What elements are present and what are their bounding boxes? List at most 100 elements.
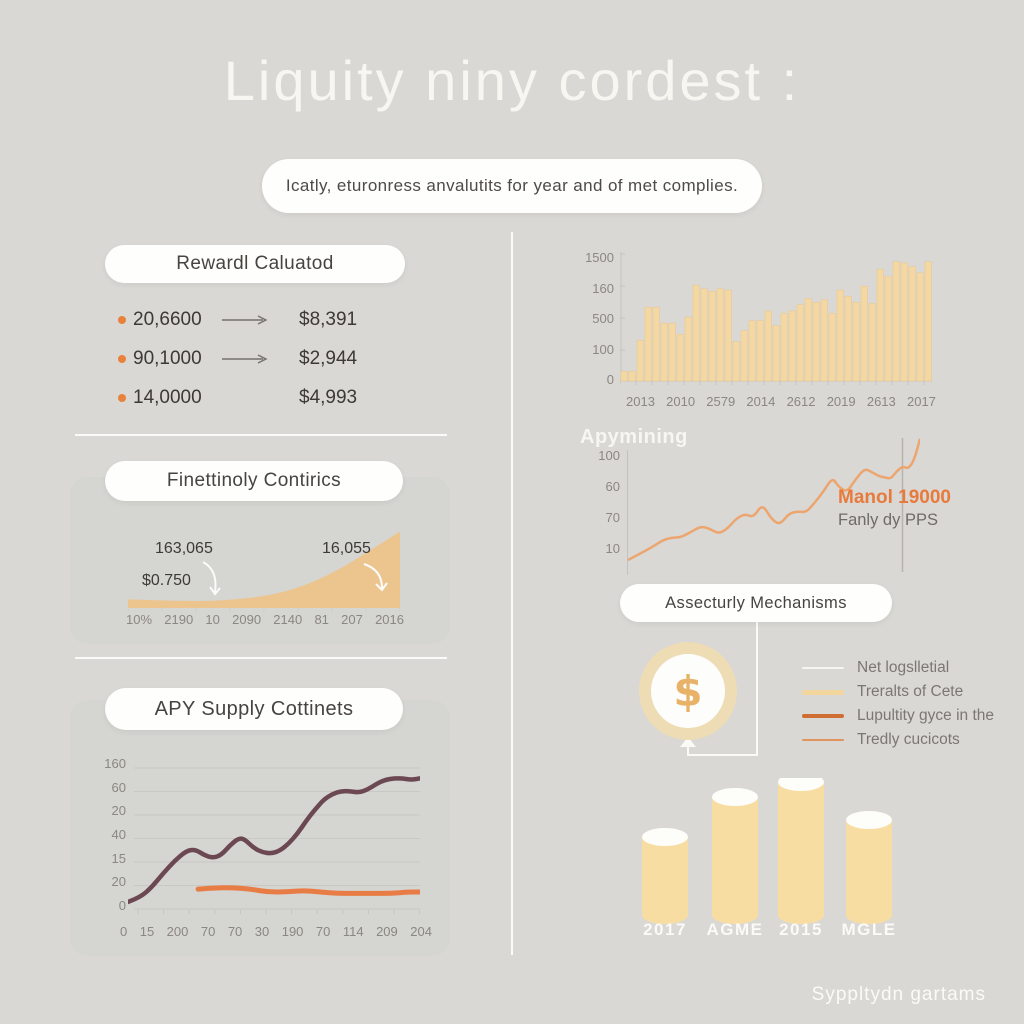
axis-tick-label: 60 <box>605 479 620 494</box>
reward-value: $8,391 <box>299 308 358 330</box>
fees-annotation: 16,055 <box>322 540 371 557</box>
reward-row: 90,1000 $2,944 <box>118 339 448 378</box>
mining-line-chart <box>628 438 920 572</box>
fees-annotation: $0.750 <box>142 572 191 589</box>
apy-title-text: APY Supply Cottinets <box>154 697 354 720</box>
axis-tick-label: 70 <box>315 924 331 939</box>
dollar-coin-face: $ <box>651 654 725 728</box>
rewards-title-text: Rewardl Caluatod <box>176 253 334 274</box>
axis-tick-label: 70 <box>200 924 216 939</box>
reward-amount: 90,1000 <box>133 347 202 369</box>
axis-tick-label: 100 <box>592 341 614 357</box>
connector-line <box>687 747 689 756</box>
axis-tick-label: 15 <box>139 924 155 939</box>
mining-annotation-secondary: Fanly dy PPS <box>838 511 938 529</box>
axis-tick-label: 0 <box>120 924 128 939</box>
fees-x-axis-labels: 10% 2190 10 2090 2140 81 207 2016 <box>126 612 404 627</box>
legend-item: Tredly cucicots <box>802 731 994 748</box>
axis-tick-label: 40 <box>111 826 126 842</box>
security-title-text: Assecturly Mechanisms <box>665 593 847 612</box>
footer-caption: Syppltydn gartams <box>811 984 986 1005</box>
apy-section-title: APY Supply Cottinets <box>105 688 403 730</box>
axis-tick-label: 15 <box>111 850 126 866</box>
axis-tick-label: 2013 <box>626 394 655 409</box>
section-divider <box>75 657 447 659</box>
axis-tick-label: 160 <box>104 756 126 771</box>
axis-tick-label: 2019 <box>826 394 856 409</box>
axis-tick-label: 70 <box>605 510 620 525</box>
axis-tick-label: 20 <box>111 874 126 890</box>
axis-tick-label: 30 <box>254 924 270 939</box>
page-title: Liquity niny cordest : <box>223 49 801 112</box>
axis-tick-label: 190 <box>281 924 304 939</box>
dollar-coin-icon: $ <box>639 642 737 740</box>
axis-tick-label: 2140 <box>273 612 303 627</box>
legend-swatch <box>802 739 844 741</box>
right-arrow-icon <box>221 314 299 325</box>
bullet-dot-icon <box>118 354 133 363</box>
axis-tick-label: 2010 <box>666 394 696 409</box>
fees-area-chart <box>128 531 400 612</box>
cylinder-label: 2015 <box>779 920 823 939</box>
fees-title-text: Finettinoly Contirics <box>166 470 342 491</box>
connector-line <box>688 754 758 756</box>
reward-row: 14,0000 $4,993 <box>118 378 448 417</box>
axis-tick-label: 2190 <box>164 612 194 627</box>
mining-annotation-primary: Manol 19000 <box>838 487 951 508</box>
center-divider <box>511 232 513 955</box>
legend-swatch <box>802 667 844 669</box>
axis-tick-label: 2090 <box>232 612 262 627</box>
axis-tick-label: 100 <box>598 448 620 463</box>
axis-tick-label: 0 <box>606 372 614 387</box>
fees-annotation: 163,065 <box>155 540 213 557</box>
axis-tick-label: 2612 <box>786 394 816 409</box>
axis-tick-label: 2579 <box>706 394 736 409</box>
axis-tick-label: 2016 <box>375 612 404 627</box>
cylinder-bar-chart <box>642 778 892 924</box>
axis-tick-label: 10 <box>605 541 620 556</box>
section-divider <box>75 434 447 436</box>
axis-tick-label: 200 <box>166 924 189 939</box>
axis-tick-label: 10 <box>205 612 220 627</box>
security-section-title: Assecturly Mechanisms <box>620 584 892 622</box>
legend-item: Net logslletial <box>802 659 994 676</box>
reward-value: $4,993 <box>299 386 358 408</box>
axis-tick-label: 1500 <box>585 250 614 265</box>
apy-line-chart <box>128 767 420 914</box>
axis-tick-label: 209 <box>376 924 398 939</box>
mining-y-axis <box>627 450 628 575</box>
axis-tick-label: 60 <box>111 779 126 795</box>
bullet-dot-icon <box>118 315 133 324</box>
dollar-sign-glyph: $ <box>673 666 703 716</box>
legend-item: Lupultity gyce in the <box>802 707 995 724</box>
axis-tick-label: 10% <box>126 612 153 627</box>
connector-line <box>756 622 758 756</box>
legend-swatch <box>802 689 844 695</box>
cylinder-label: AGME <box>706 920 764 939</box>
legend-label: Treralts of Cete <box>857 683 964 700</box>
volume-bar-chart <box>620 252 932 385</box>
axis-tick-label: 2014 <box>746 394 776 409</box>
reward-row: 20,6600 $8,391 <box>118 300 448 339</box>
cylinder-labels: 2017 AGME 2015 MGLE <box>618 920 940 944</box>
legend-label: Lupultity gyce in the <box>857 707 995 724</box>
axis-tick-label: 160 <box>592 280 614 296</box>
volume-y-axis-labels: 1500 160 500 100 0 <box>576 250 614 387</box>
reward-amount: 14,0000 <box>133 386 202 408</box>
reward-value: $2,944 <box>299 347 358 369</box>
up-arrow-icon <box>680 737 696 747</box>
axis-tick-label: 0 <box>118 897 126 913</box>
axis-tick-label: 81 <box>314 612 329 627</box>
reward-amount: 20,6600 <box>133 308 202 330</box>
axis-tick-label: 2613 <box>866 394 896 409</box>
axis-tick-label: 204 <box>410 924 432 939</box>
right-arrow-icon <box>221 353 299 364</box>
axis-tick-label: 70 <box>227 924 243 939</box>
legend-swatch <box>802 714 844 718</box>
mining-chart-title: Apymining <box>580 426 688 448</box>
fees-section-title: Finettinoly Contirics <box>105 461 403 501</box>
axis-tick-label: 20 <box>111 803 126 819</box>
legend-item: Treralts of Cete <box>802 683 994 700</box>
axis-tick-label: 2017 <box>906 394 936 409</box>
